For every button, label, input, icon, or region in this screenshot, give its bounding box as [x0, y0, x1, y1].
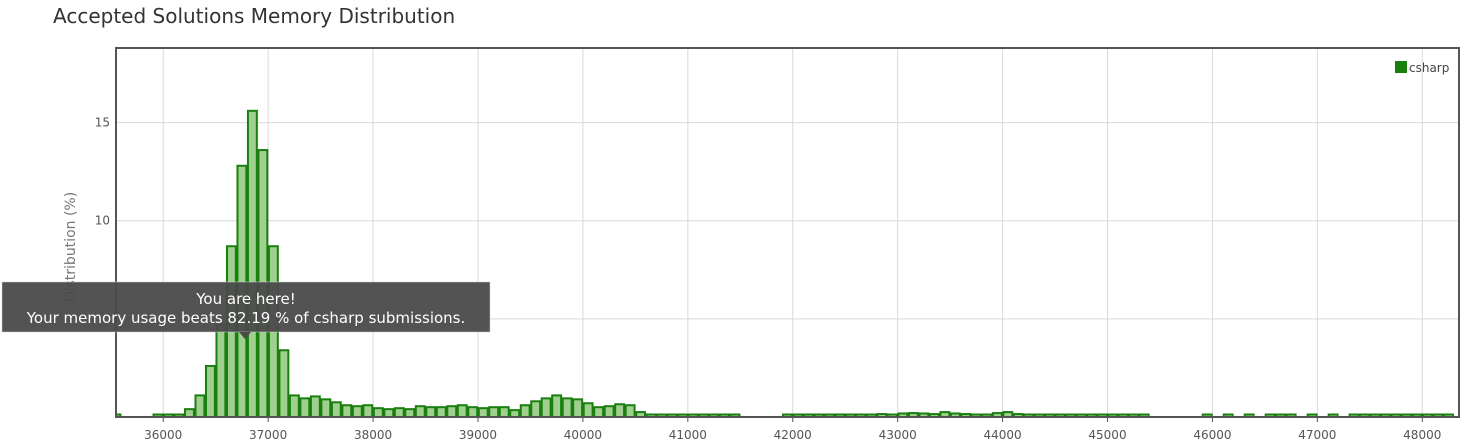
bar-39850 [561, 397, 573, 419]
bar-38350 [404, 408, 416, 418]
bar-38450 [414, 405, 426, 418]
x-tick-label-43000: 43000 [879, 428, 917, 442]
tooltip: You are here! Your memory usage beats 82… [1, 281, 491, 339]
chart-title: Accepted Solutions Memory Distribution [53, 4, 456, 28]
x-axis-ticks: 36000 37000 38000 39000 40000 41000 42000 43000… [144, 417, 1441, 442]
legend-label-csharp: csharp [1409, 61, 1449, 75]
tooltip-pointer [239, 332, 251, 339]
y-axis-label: Distribution (%) [63, 192, 79, 302]
bar-39750 [551, 394, 563, 419]
bars [115, 109, 1454, 419]
bar-39950 [572, 398, 584, 419]
bar-36850 [246, 109, 258, 419]
x-tick-label-41000: 41000 [669, 428, 707, 442]
x-tick-label-39000: 39000 [459, 428, 497, 442]
bar-37150 [278, 349, 290, 418]
legend[interactable]: csharp [1395, 61, 1449, 75]
bar-37550 [320, 398, 332, 419]
tooltip-line-2: Your memory usage beats 82.19 % of cshar… [26, 309, 466, 327]
bar-37250 [288, 394, 300, 419]
bar-36350 [194, 394, 206, 419]
bar-37950 [362, 404, 374, 419]
tooltip-box [1, 281, 491, 333]
bar-38250 [393, 407, 405, 418]
bar-36250 [183, 408, 195, 418]
bar-39250 [498, 406, 510, 418]
tooltip-line-1: You are here! [195, 290, 295, 308]
x-tick-label-47000: 47000 [1298, 428, 1336, 442]
y-tick-label-10: 10 [95, 214, 110, 228]
x-tick-label-46000: 46000 [1193, 428, 1231, 442]
bar-39450 [519, 404, 531, 419]
bar-39350 [509, 409, 521, 418]
x-tick-label-44000: 44000 [983, 428, 1021, 442]
plot-frame [115, 47, 1460, 418]
bar-39050 [477, 407, 489, 418]
grid [116, 48, 1459, 417]
bar-39150 [488, 406, 500, 418]
bar-37850 [351, 405, 363, 418]
x-tick-label-36000: 36000 [144, 428, 182, 442]
bar-37350 [299, 397, 311, 419]
bar-39650 [540, 397, 552, 419]
bar-38150 [383, 408, 395, 418]
x-tick-label-40000: 40000 [564, 428, 602, 442]
bar-38950 [467, 406, 479, 418]
bar-37450 [309, 395, 321, 419]
x-tick-label-37000: 37000 [249, 428, 287, 442]
x-tick-label-42000: 42000 [774, 428, 812, 442]
bar-38850 [456, 404, 468, 419]
bar-39550 [530, 400, 542, 419]
x-tick-label-38000: 38000 [354, 428, 392, 442]
x-tick-label-48000: 48000 [1403, 428, 1441, 442]
y-axis-ticks: 10 15 [95, 116, 110, 228]
bar-38050 [372, 407, 384, 418]
bar-38550 [425, 406, 437, 418]
x-tick-label-45000: 45000 [1088, 428, 1126, 442]
bar-40250 [603, 405, 615, 418]
bar-40350 [614, 403, 626, 419]
bar-36450 [204, 364, 216, 418]
bar-38650 [435, 406, 447, 418]
bar-40050 [582, 402, 594, 419]
bar-37650 [330, 401, 342, 419]
bar-36550 [215, 323, 227, 418]
legend-swatch-csharp [1395, 61, 1407, 73]
bar-37750 [341, 404, 353, 419]
bar-40450 [624, 404, 636, 419]
y-tick-label-15: 15 [95, 116, 110, 130]
bar-38750 [446, 405, 458, 418]
bar-40150 [593, 406, 605, 418]
